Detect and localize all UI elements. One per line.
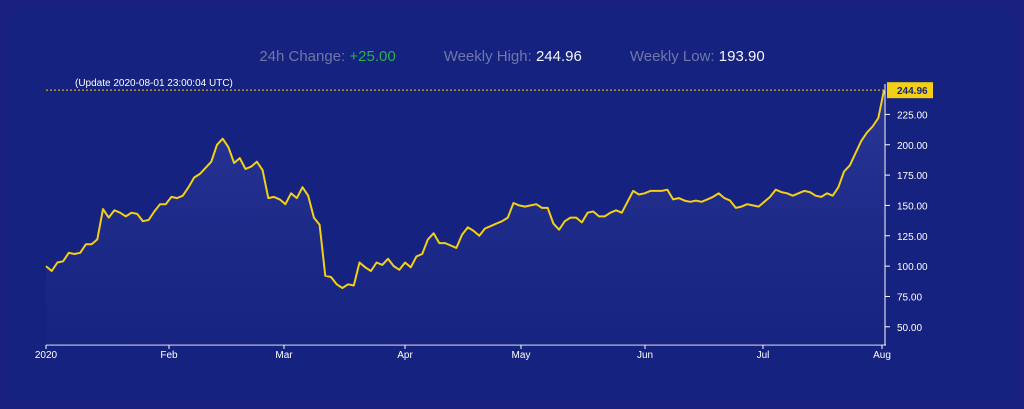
weekly-low-stat: Weekly Low: 193.90 [630, 48, 765, 65]
x-axis-ticks: 2020 Feb Mar Apr May Jun Jul Aug [35, 345, 891, 361]
x-tick-label: 2020 [35, 350, 58, 361]
x-tick-label: Aug [873, 350, 891, 361]
weekly-high-label: Weekly High: [443, 48, 532, 65]
update-timestamp: (Update 2020-08-01 23:00:04 UTC) [75, 78, 233, 89]
y-tick-label: 225.00 [897, 110, 928, 121]
y-tick-label: 175.00 [897, 171, 928, 182]
weekly-high-stat: Weekly High: 244.96 [444, 48, 582, 65]
y-tick-label: 50.00 [897, 323, 922, 334]
price-area [46, 90, 884, 345]
x-tick-label: Feb [160, 350, 178, 361]
y-tick-label: 150.00 [897, 201, 928, 212]
x-tick-label: Apr [397, 350, 413, 361]
change-label: 24h Change: [259, 48, 346, 65]
change-value: +25.00 [349, 48, 396, 65]
weekly-high-value: 244.96 [535, 48, 582, 65]
current-price-badge: 244.96 [887, 82, 933, 99]
y-tick-label: 100.00 [897, 262, 928, 273]
x-tick-label: Mar [275, 350, 293, 361]
y-tick-label: 200.00 [897, 141, 928, 152]
stats-bar: 24h Change: +25.00 Weekly High: 244.96 W… [0, 48, 1024, 65]
weekly-low-label: Weekly Low: [629, 48, 715, 65]
change-stat: 24h Change: +25.00 [259, 48, 395, 65]
y-tick-label: 125.00 [897, 232, 928, 243]
current-price-value: 244.96 [897, 86, 928, 97]
x-tick-label: May [512, 350, 531, 361]
x-tick-label: Jul [757, 350, 770, 361]
y-tick-label: 75.00 [897, 292, 922, 303]
y-axis-ticks: 50.00 75.00 100.00 125.00 150.00 175.00 200.00… [885, 110, 928, 334]
price-line [45, 89, 885, 289]
x-tick-label: Jun [637, 350, 653, 361]
current-price-badge-bg [887, 82, 933, 99]
weekly-low-value: 193.90 [718, 48, 765, 65]
